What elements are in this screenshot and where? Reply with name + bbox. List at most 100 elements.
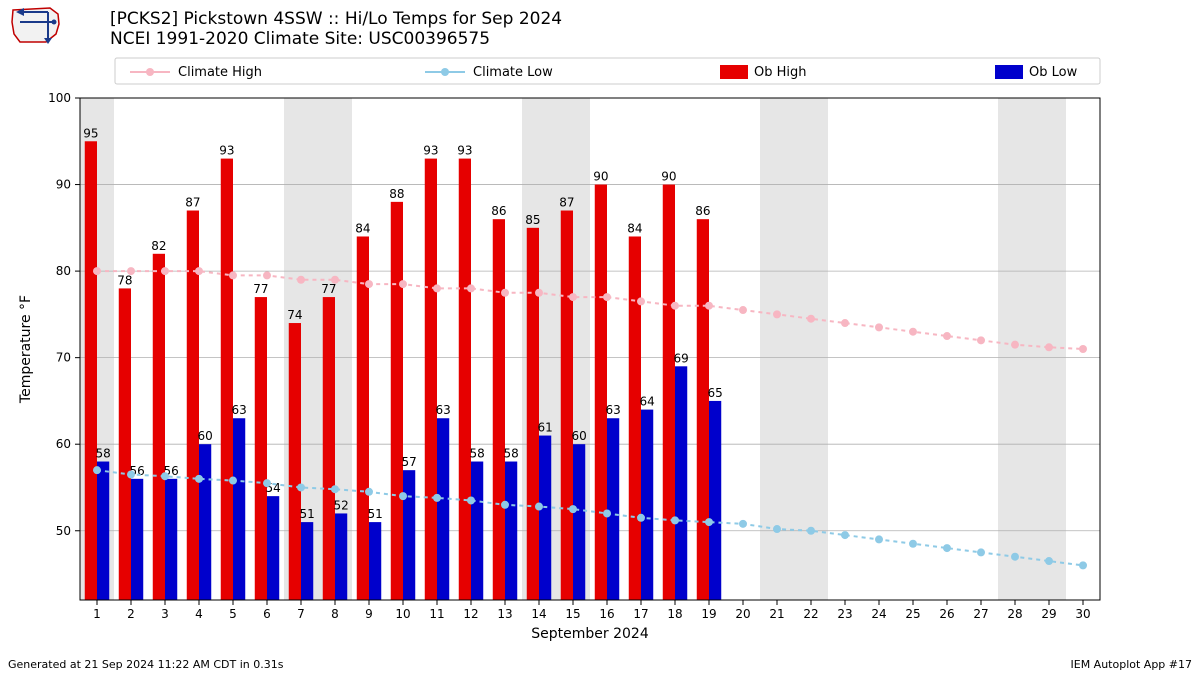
xtick-label: 3 (161, 607, 169, 621)
climate-low-marker (297, 483, 305, 491)
ob-high-label: 77 (253, 282, 268, 296)
ob-high-bar (663, 185, 675, 600)
xtick-label: 30 (1075, 607, 1090, 621)
climate-low-marker (93, 466, 101, 474)
xtick-label: 10 (395, 607, 410, 621)
climate-low-marker (705, 518, 713, 526)
ob-high-bar (357, 236, 369, 600)
climate-high-marker (467, 284, 475, 292)
climate-low-marker (909, 540, 917, 548)
climate-high-marker (569, 293, 577, 301)
ob-low-label: 60 (571, 429, 586, 443)
ob-high-label: 90 (593, 170, 608, 184)
climate-low-marker (127, 471, 135, 479)
climate-high-marker (161, 267, 169, 275)
xtick-label: 12 (463, 607, 478, 621)
ob-low-bar (131, 479, 143, 600)
climate-high-marker (841, 319, 849, 327)
climate-high-marker (739, 306, 747, 314)
ytick-label: 70 (56, 351, 71, 365)
ob-high-bar (595, 185, 607, 600)
ob-low-bar (369, 522, 381, 600)
climate-high-marker (773, 310, 781, 318)
ob-high-label: 93 (423, 144, 438, 158)
climate-high-marker (535, 289, 543, 297)
climate-high-marker (909, 328, 917, 336)
ob-high-bar (493, 219, 505, 600)
climate-high-marker (1045, 343, 1053, 351)
title-line-2: NCEI 1991-2020 Climate Site: USC00396575 (110, 29, 490, 49)
xtick-label: 17 (633, 607, 648, 621)
climate-low-marker (331, 485, 339, 493)
ytick-label: 80 (56, 264, 71, 278)
xtick-label: 4 (195, 607, 203, 621)
ob-low-label: 51 (299, 507, 314, 521)
xtick-label: 24 (871, 607, 886, 621)
ob-high-label: 86 (695, 204, 710, 218)
xtick-label: 11 (429, 607, 444, 621)
climate-low-marker (807, 527, 815, 535)
climate-low-marker (943, 544, 951, 552)
ob-low-label: 64 (639, 395, 654, 409)
ob-low-label: 52 (333, 498, 348, 512)
climate-high-marker (93, 267, 101, 275)
climate-low-marker (535, 503, 543, 511)
legend-climate-high: Climate High (178, 65, 262, 80)
xlabel: September 2024 (531, 626, 649, 642)
ob-high-label: 86 (491, 204, 506, 218)
ob-low-bar (97, 462, 109, 600)
climate-low-marker (399, 492, 407, 500)
xtick-label: 27 (973, 607, 988, 621)
climate-high-marker (127, 267, 135, 275)
ob-low-bar (471, 462, 483, 600)
ob-low-bar (607, 418, 619, 600)
ytick-label: 100 (48, 91, 71, 105)
climate-low-marker (1011, 553, 1019, 561)
ylabel: Temperature °F (18, 295, 34, 404)
iem-logo (12, 8, 59, 44)
xtick-label: 15 (565, 607, 580, 621)
ob-high-bar (425, 159, 437, 600)
xtick-label: 2 (127, 607, 135, 621)
ytick-label: 90 (56, 178, 71, 192)
climate-low-marker (671, 516, 679, 524)
ob-high-bar (527, 228, 539, 600)
ob-high-bar (697, 219, 709, 600)
ob-low-bar (641, 410, 653, 600)
ob-low-bar (199, 444, 211, 600)
climate-high-marker (1011, 341, 1019, 349)
ob-high-label: 74 (287, 308, 302, 322)
climate-low-marker (365, 488, 373, 496)
ob-low-bar (505, 462, 517, 600)
climate-low-marker (841, 531, 849, 539)
climate-high-marker (297, 276, 305, 284)
xtick-label: 8 (331, 607, 339, 621)
climate-high-marker (263, 271, 271, 279)
xtick-label: 20 (735, 607, 750, 621)
climate-high-marker (875, 323, 883, 331)
ob-low-bar (437, 418, 449, 600)
climate-low-marker (229, 477, 237, 485)
ob-low-label: 63 (435, 403, 450, 417)
chart-svg: [PCKS2] Pickstown 4SSW :: Hi/Lo Temps fo… (0, 0, 1200, 675)
climate-low-marker (501, 501, 509, 509)
ob-low-label: 65 (707, 386, 722, 400)
xtick-label: 29 (1041, 607, 1056, 621)
climate-low-marker (739, 520, 747, 528)
xtick-label: 6 (263, 607, 271, 621)
climate-low-marker (603, 509, 611, 517)
climate-low-marker (467, 496, 475, 504)
xtick-label: 13 (497, 607, 512, 621)
ob-low-bar (709, 401, 721, 600)
climate-high-marker (603, 293, 611, 301)
ob-low-label: 60 (197, 429, 212, 443)
ob-low-bar (165, 479, 177, 600)
chart-container: [PCKS2] Pickstown 4SSW :: Hi/Lo Temps fo… (0, 0, 1200, 675)
climate-low-marker (1045, 557, 1053, 565)
climate-low-marker (1079, 561, 1087, 569)
ob-high-label: 88 (389, 187, 404, 201)
xtick-label: 28 (1007, 607, 1022, 621)
legend-climate-low: Climate Low (473, 65, 553, 80)
ob-low-label: 58 (95, 447, 110, 461)
legend-ob-high: Ob High (754, 65, 807, 80)
